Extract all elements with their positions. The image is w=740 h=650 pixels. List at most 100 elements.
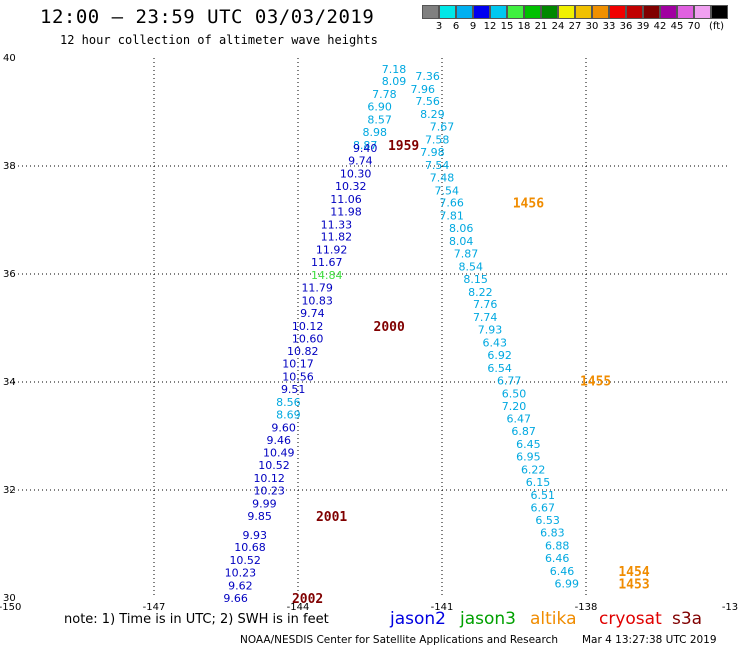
swh-value-jason2: 8.69 — [276, 408, 301, 421]
footer-note: note: 1) Time is in UTC; 2) SWH is in fe… — [64, 612, 329, 627]
color-scale-label: 30 — [585, 21, 599, 32]
swh-value-altika: 7.48 — [430, 171, 455, 184]
swh-value-altika: 6.22 — [521, 463, 546, 476]
swh-value-jason2: 11.98 — [330, 205, 362, 218]
swh-value-jason2: 9.40 — [353, 142, 378, 155]
color-scale-swatch — [507, 5, 524, 19]
swh-value-altika: 7.66 — [439, 197, 464, 210]
y-tick-label: 38 — [3, 161, 16, 172]
swh-value-altika: 7.36 — [415, 70, 440, 83]
swh-value-altika: 6.99 — [555, 577, 580, 590]
swh-value-jason2: 7.78 — [372, 88, 397, 101]
swh-value-jason2: 9.74 — [348, 155, 373, 168]
swh-value-jason2: 10.12 — [253, 472, 285, 485]
time-label: 1453 — [618, 577, 649, 592]
legend-item-altika: altika — [530, 609, 577, 629]
color-scale-swatch — [677, 5, 694, 19]
swh-value-altika: 7.93 — [478, 324, 503, 337]
swh-value-jason2: 14.84 — [311, 269, 343, 282]
swh-value-altika: 7.58 — [425, 134, 450, 147]
color-scale-label: 36 — [619, 21, 633, 32]
swh-value-altika: 6.95 — [516, 451, 541, 464]
swh-value-jason2: 9.51 — [281, 383, 306, 396]
swh-value-altika: 6.83 — [540, 527, 565, 540]
swh-value-jason2: 10.32 — [335, 180, 367, 193]
swh-value-altika: 7.96 — [411, 83, 436, 96]
swh-value-altika: 7.54 — [425, 159, 450, 172]
credit-text: NOAA/NESDIS Center for Satellite Applica… — [240, 634, 558, 646]
color-scale-swatch — [609, 5, 626, 19]
time-label: 1959 — [388, 139, 419, 154]
color-scale-label: 39 — [636, 21, 650, 32]
swh-value-jason2: 11.67 — [311, 256, 343, 269]
swh-value-jason2: 10.83 — [301, 294, 333, 307]
color-scale-swatch — [660, 5, 677, 19]
legend-item-cryosat: cryosat — [599, 609, 662, 629]
swh-value-altika: 7.67 — [430, 121, 455, 134]
swh-value-altika: 8.54 — [459, 260, 484, 273]
color-scale-label: 3 — [435, 21, 443, 32]
swh-value-altika: 7.76 — [473, 298, 498, 311]
color-scale-swatch — [592, 5, 609, 19]
color-scale-swatch — [643, 5, 660, 19]
swh-value-jason2: 10.52 — [258, 459, 290, 472]
swh-value-altika: 7.81 — [439, 210, 464, 223]
swh-value-jason2: 10.12 — [292, 320, 324, 333]
y-tick-label: 32 — [3, 485, 16, 496]
swh-value-jason2: 10.82 — [287, 345, 319, 358]
swh-value-altika: 7.54 — [435, 184, 460, 197]
color-scale-swatch — [711, 5, 728, 19]
legend-item-jason2: jason2 — [390, 609, 446, 629]
swh-value-jason2: 8.56 — [276, 396, 301, 409]
x-tick-label: -13 — [722, 602, 738, 613]
time-label: 2000 — [374, 320, 405, 335]
swh-value-jason2: 10.30 — [340, 168, 372, 181]
swh-value-jason2: 9.85 — [247, 510, 272, 523]
x-tick-label: -150 — [0, 602, 21, 613]
swh-value-jason2: 9.99 — [252, 498, 277, 511]
color-scale-swatch — [541, 5, 558, 19]
swh-value-jason2: 8.57 — [367, 114, 392, 127]
swh-value-jason2: 10.23 — [253, 485, 285, 498]
swh-value-jason2: 10.56 — [282, 371, 314, 384]
color-scale-label: 18 — [517, 21, 531, 32]
swh-value-altika: 6.15 — [526, 476, 551, 489]
swh-value-jason2: 10.52 — [229, 554, 261, 567]
swh-value-altika: 8.22 — [468, 286, 493, 299]
color-scale-swatch — [456, 5, 473, 19]
swh-value-altika: 6.45 — [516, 438, 541, 451]
swh-value-altika: 6.92 — [487, 349, 512, 362]
swh-value-jason2: 6.90 — [367, 101, 392, 114]
swh-value-altika: 6.47 — [507, 413, 532, 426]
color-scale-label: 21 — [534, 21, 548, 32]
time-label: 2001 — [316, 510, 347, 525]
time-label: 1454 — [618, 565, 649, 580]
generated-timestamp: Mar 4 13:27:38 UTC 2019 — [582, 634, 717, 646]
color-scale-swatch — [439, 5, 456, 19]
swh-value-altika: 8.04 — [449, 235, 474, 248]
chart-title: 12:00 – 23:59 UTC 03/03/2019 — [40, 6, 375, 28]
color-scale-label: 42 — [653, 21, 667, 32]
swh-value-altika: 6.46 — [545, 552, 570, 565]
legend-item-jason3: jason3 — [460, 609, 516, 629]
swh-value-jason2: 9.62 — [228, 580, 253, 593]
time-label: 1456 — [513, 197, 544, 212]
swh-value-jason2: 8.09 — [382, 75, 407, 88]
color-scale-label: 45 — [670, 21, 684, 32]
color-scale-swatch — [524, 5, 541, 19]
swh-value-altika: 8.29 — [420, 108, 445, 121]
color-scale-swatch — [558, 5, 575, 19]
color-scale-label: 15 — [500, 21, 514, 32]
swh-value-jason2: 9.66 — [223, 592, 248, 605]
color-scale-label: 27 — [568, 21, 582, 32]
swh-value-altika: 6.50 — [502, 387, 527, 400]
swh-value-altika: 7.87 — [454, 247, 479, 260]
color-scale-swatch — [473, 5, 490, 19]
y-tick-label: 36 — [3, 269, 16, 280]
legend-item-s3a: s3a — [672, 609, 703, 629]
swh-value-jason2: 9.60 — [271, 421, 296, 434]
swh-value-jason2: 11.82 — [321, 231, 353, 244]
color-scale-swatch — [490, 5, 507, 19]
swh-value-altika: 6.53 — [535, 514, 560, 527]
